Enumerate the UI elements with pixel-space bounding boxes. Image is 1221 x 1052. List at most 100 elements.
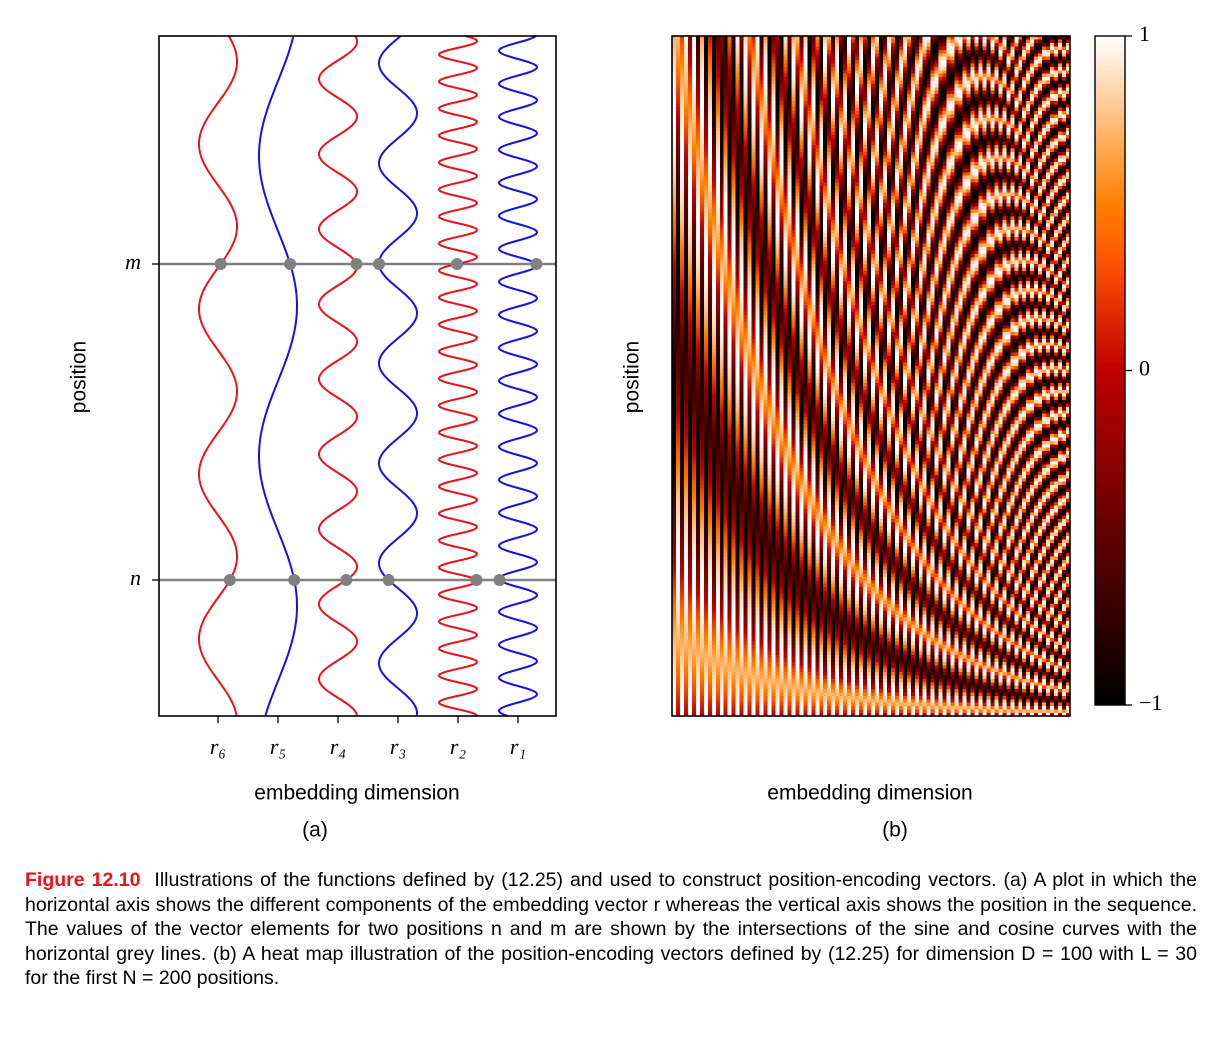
heatmap-cell — [712, 325, 716, 329]
heatmap-cell — [684, 536, 688, 540]
heatmap-cell — [736, 332, 740, 336]
heatmap-cell — [692, 158, 696, 162]
heatmap-cell — [688, 393, 692, 397]
heatmap-cell — [688, 155, 692, 159]
heatmap-cell — [768, 580, 772, 584]
heatmap-cell — [700, 570, 704, 574]
heatmap-cell — [684, 614, 688, 618]
heatmap-cell — [684, 226, 688, 230]
heatmap-cell — [760, 539, 764, 543]
heatmap-cell — [760, 152, 764, 156]
heatmap-cell — [684, 383, 688, 387]
heatmap-cell — [740, 532, 744, 536]
heatmap-cell — [700, 114, 704, 118]
heatmap-cell — [740, 566, 744, 570]
heatmap-cell — [752, 413, 756, 417]
heatmap-cell — [708, 335, 712, 339]
heatmap-cell — [760, 281, 764, 285]
heatmap-cell — [700, 104, 704, 108]
heatmap-cell — [736, 107, 740, 111]
heatmap-cell — [744, 369, 748, 373]
heatmap-cell — [760, 451, 764, 455]
heatmap-cell — [728, 464, 732, 468]
heatmap-cell — [704, 84, 708, 88]
heatmap-cell — [724, 675, 728, 679]
heatmap-cell — [676, 274, 680, 278]
heatmap-cell — [756, 553, 760, 557]
heatmap-cell — [716, 281, 720, 285]
heatmap-cell — [688, 648, 692, 652]
heatmap-cell — [692, 94, 696, 98]
heatmap-cell — [724, 206, 728, 210]
heatmap-cell — [740, 70, 744, 74]
heatmap-cell — [760, 141, 764, 145]
heatmap-cell — [716, 645, 720, 649]
heatmap-cell — [700, 148, 704, 152]
heatmap-cell — [676, 209, 680, 213]
heatmap-cell — [708, 155, 712, 159]
heatmap-cell — [704, 543, 708, 547]
heatmap-cell — [720, 420, 724, 424]
heatmap-cell — [696, 243, 700, 247]
heatmap-cell — [704, 689, 708, 693]
heatmap-cell — [696, 145, 700, 149]
heatmap-cell — [688, 104, 692, 108]
heatmap-cell — [708, 526, 712, 530]
heatmap-cell — [680, 522, 684, 526]
heatmap-cell — [760, 145, 764, 149]
heatmap-cell — [752, 492, 756, 496]
heatmap-cell — [764, 441, 768, 445]
heatmap-cell — [700, 614, 704, 618]
heatmap-cell — [736, 199, 740, 203]
heatmap-cell — [708, 274, 712, 278]
heatmap-cell — [740, 682, 744, 686]
heatmap-cell — [768, 498, 772, 502]
heatmap-cell — [768, 216, 772, 220]
heatmap-cell — [692, 172, 696, 176]
heatmap-cell — [736, 247, 740, 251]
heatmap-cell — [704, 114, 708, 118]
heatmap-cell — [696, 526, 700, 530]
heatmap-cell — [712, 294, 716, 298]
heatmap-cell — [748, 50, 752, 54]
heatmap-cell — [704, 447, 708, 451]
heatmap-cell — [700, 226, 704, 230]
heatmap-cell — [740, 121, 744, 125]
heatmap-cell — [724, 271, 728, 275]
heatmap-cell — [744, 128, 748, 132]
heatmap-cell — [688, 145, 692, 149]
heatmap-cell — [724, 396, 728, 400]
heatmap-cell — [680, 135, 684, 139]
heatmap-cell — [724, 356, 728, 360]
heatmap-cell — [696, 158, 700, 162]
heatmap-cell — [728, 145, 732, 149]
heatmap-cell — [732, 243, 736, 247]
heatmap-cell — [676, 689, 680, 693]
heatmap-cell — [708, 192, 712, 196]
heatmap-cell — [732, 393, 736, 397]
heatmap-cell — [756, 546, 760, 550]
heatmap-cell — [724, 237, 728, 241]
heatmap-cell — [716, 362, 720, 366]
heatmap-cell — [688, 311, 692, 315]
heatmap-cell — [752, 587, 756, 591]
heatmap-cell — [740, 315, 744, 319]
heatmap-cell — [740, 141, 744, 145]
heatmap-cell — [748, 274, 752, 278]
heatmap-cell — [760, 393, 764, 397]
heatmap-cell — [740, 298, 744, 302]
heatmap-cell — [680, 124, 684, 128]
heatmap-cell — [744, 617, 748, 621]
heatmap-cell — [760, 60, 764, 64]
heatmap-cell — [744, 539, 748, 543]
heatmap-cell — [684, 645, 688, 649]
heatmap-cell — [760, 420, 764, 424]
heatmap-cell — [736, 318, 740, 322]
heatmap-cell — [740, 485, 744, 489]
heatmap-cell — [760, 243, 764, 247]
heatmap-cell — [752, 301, 756, 305]
heatmap-cell — [728, 577, 732, 581]
heatmap-cell — [760, 284, 764, 288]
heatmap-cell — [680, 87, 684, 91]
heatmap-cell — [736, 400, 740, 404]
